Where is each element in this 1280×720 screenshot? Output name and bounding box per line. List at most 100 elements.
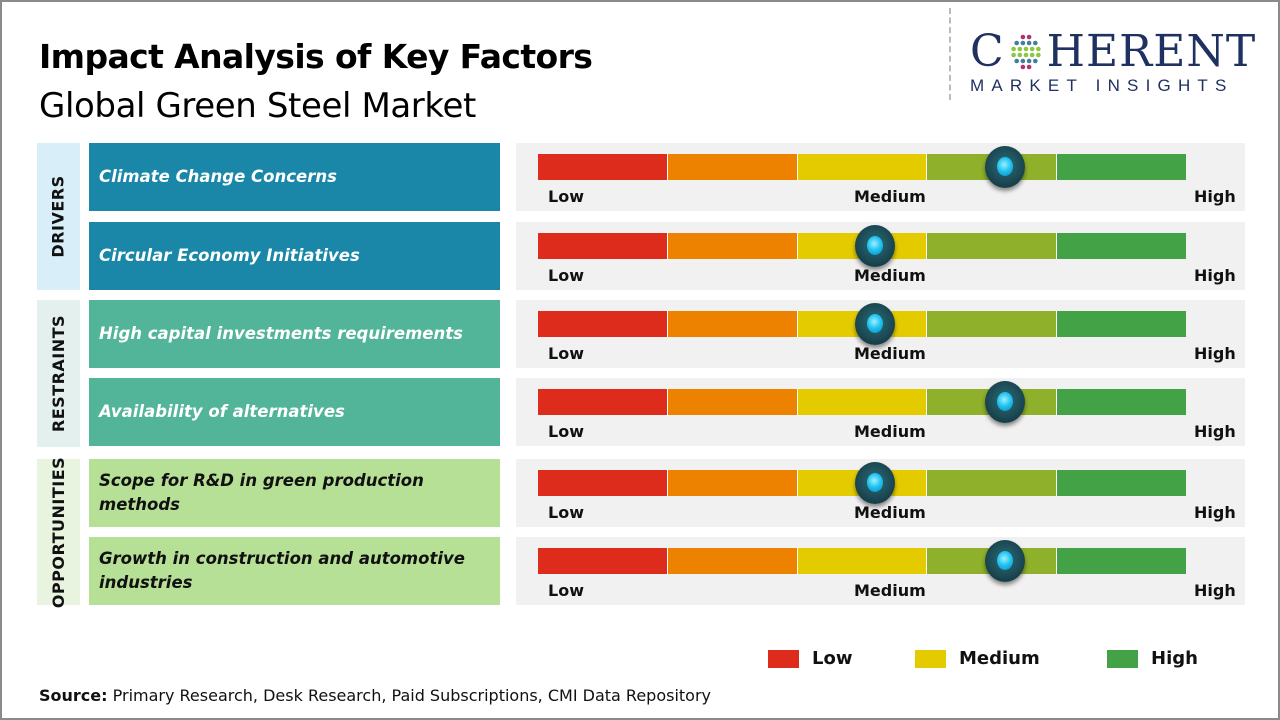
chart-title: Impact Analysis of Key Factors: [39, 37, 593, 76]
globe-dot: [1029, 52, 1035, 58]
legend-label: Low: [812, 648, 853, 669]
legend-swatch: [1107, 649, 1138, 668]
legend-label: High: [1151, 648, 1198, 669]
scale-segment: [1057, 233, 1186, 259]
scale-bar: [538, 389, 1186, 415]
scale-label-low: Low: [548, 187, 584, 206]
scale-label-medium: Medium: [854, 187, 926, 206]
factor-label: Scope for R&D in green production method…: [89, 459, 500, 527]
globe-dot: [1010, 52, 1016, 58]
logo-letters: HERENT: [1046, 26, 1257, 77]
scale-segment: [1057, 470, 1186, 496]
scale-label-medium: Medium: [854, 581, 926, 600]
globe-dot: [1035, 46, 1041, 52]
scale-segment: [797, 548, 928, 574]
scale-label-high: High: [1194, 187, 1236, 206]
legend-item-low: Low: [768, 648, 852, 669]
scale-segment: [1057, 154, 1186, 180]
scale-segment: [667, 548, 798, 574]
scale-segment: [667, 233, 798, 259]
logo-letter-c: C: [970, 26, 1005, 77]
scale-segment: [538, 154, 668, 180]
source-label: Source:: [39, 686, 108, 705]
scale-label-medium: Medium: [854, 422, 926, 441]
legend-swatch: [915, 649, 946, 668]
scale-segment: [927, 311, 1058, 337]
globe-dot: [1020, 40, 1025, 46]
impact-marker-knob: [984, 540, 1025, 582]
globe-dot: [1023, 52, 1028, 58]
scale-segment: [538, 311, 668, 337]
globe-dots-icon: [1010, 34, 1041, 70]
globe-dot: [1023, 46, 1028, 52]
globe-dot: [1010, 46, 1016, 52]
scale-segment: [667, 470, 798, 496]
impact-marker-knob: [984, 146, 1025, 188]
globe-dot: [1026, 58, 1032, 64]
scale-segment: [667, 389, 798, 415]
globe-dot: [1020, 34, 1025, 40]
globe-dot: [1029, 46, 1035, 52]
scale-label-low: Low: [548, 344, 584, 363]
impact-marker-knob: [854, 225, 895, 267]
factor-label: Growth in construction and automotive in…: [89, 537, 500, 605]
scale-segment: [667, 154, 798, 180]
scale-segment: [1057, 311, 1186, 337]
source-text: Primary Research, Desk Research, Paid Su…: [107, 686, 711, 705]
legend-swatch: [768, 649, 799, 668]
scale-bar: [538, 548, 1186, 574]
category-label-restraints: RESTRAINTS: [37, 300, 80, 447]
chart-subtitle: Global Green Steel Market: [39, 86, 476, 126]
globe-dot: [1032, 58, 1038, 64]
scale-label-high: High: [1194, 266, 1236, 285]
scale-segment: [927, 470, 1058, 496]
impact-marker-knob: [854, 462, 895, 504]
globe-dot: [1020, 64, 1025, 70]
legend-item-medium: Medium: [915, 648, 1040, 669]
factor-label: Climate Change Concerns: [89, 143, 500, 211]
category-label-drivers: DRIVERS: [37, 143, 80, 290]
logo-tagline: MARKET INSIGHTS: [970, 76, 1234, 95]
source-note: Source: Primary Research, Desk Research,…: [39, 686, 711, 705]
globe-dot: [1020, 58, 1025, 64]
impact-gauge: Low Medium High: [516, 222, 1245, 290]
category-text: RESTRAINTS: [49, 314, 69, 433]
scale-segment: [927, 233, 1058, 259]
impact-marker-knob: [854, 303, 895, 345]
scale-bar: [538, 470, 1186, 496]
globe-dot: [1017, 52, 1022, 58]
impact-marker-knob: [984, 381, 1025, 423]
factor-label: High capital investments requirements: [89, 300, 500, 368]
impact-gauge: Low Medium High: [516, 537, 1245, 605]
scale-segment: [797, 154, 928, 180]
factor-label: Circular Economy Initiatives: [89, 222, 500, 290]
scale-bar: [538, 154, 1186, 180]
category-text: DRIVERS: [49, 175, 68, 258]
scale-segment: [797, 389, 928, 415]
globe-dot: [1014, 58, 1019, 64]
legend-label: Medium: [959, 648, 1040, 669]
scale-label-high: High: [1194, 422, 1236, 441]
scale-segment: [1057, 548, 1186, 574]
scale-label-high: High: [1194, 503, 1236, 522]
scale-segment: [538, 470, 668, 496]
globe-dot: [1026, 64, 1032, 70]
globe-dot: [1017, 46, 1022, 52]
impact-gauge: Low Medium High: [516, 300, 1245, 368]
globe-dot: [1014, 40, 1019, 46]
scale-label-medium: Medium: [854, 266, 926, 285]
globe-dot: [1026, 40, 1032, 46]
logo-wordmark: C HERENT: [970, 30, 1260, 74]
scale-segment: [667, 311, 798, 337]
impact-gauge: Low Medium High: [516, 459, 1245, 527]
scale-segment: [538, 389, 668, 415]
logo-divider: [949, 8, 951, 100]
scale-label-high: High: [1194, 581, 1236, 600]
scale-label-high: High: [1194, 344, 1236, 363]
scale-label-low: Low: [548, 503, 584, 522]
scale-label-low: Low: [548, 581, 584, 600]
impact-gauge: Low Medium High: [516, 143, 1245, 211]
scale-segment: [538, 233, 668, 259]
category-label-opportunities: OPPORTUNITIES: [37, 456, 80, 608]
